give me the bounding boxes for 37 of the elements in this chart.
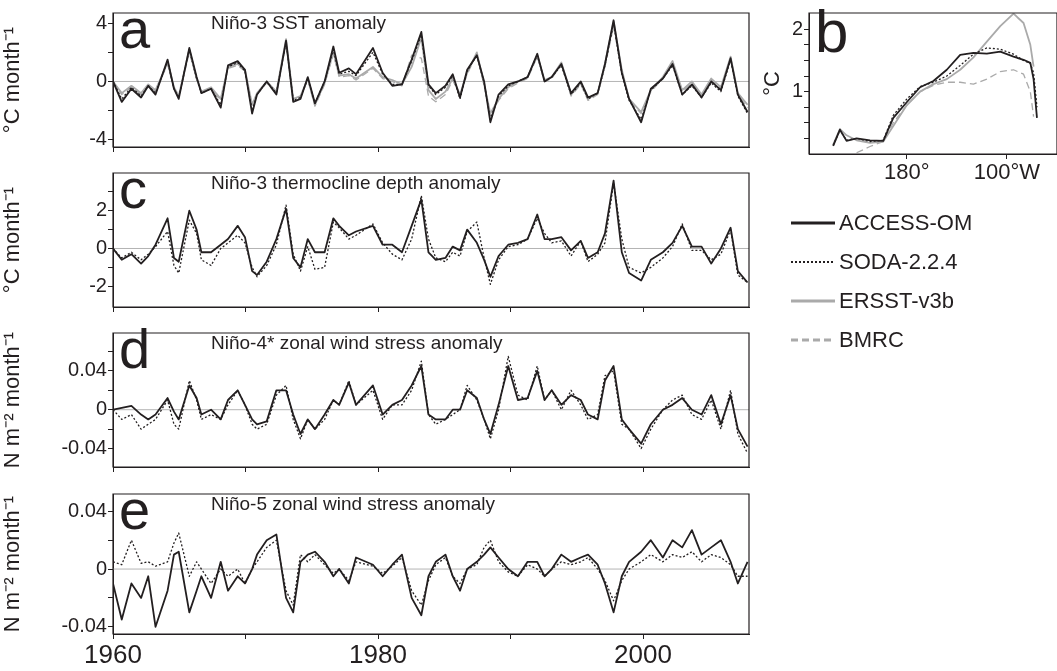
y-tick-label: 2 [95, 198, 107, 221]
y-tick-label: 4 [95, 10, 107, 33]
y-tick-label: 0.04 [68, 358, 107, 381]
y-tick-label: 1 [791, 79, 803, 102]
y-axis-title: °C month⁻¹ [0, 26, 25, 134]
annotation: d [119, 317, 151, 381]
y-tick-label: -2 [89, 273, 107, 296]
y-axis-title: N m⁻² month⁻¹ [0, 331, 25, 469]
x-tick-label: 100°W [973, 159, 1041, 185]
x-tick-label: 2000 [614, 638, 672, 669]
legend-label: BMRC [839, 326, 904, 353]
chart-title: Niño-4* zonal wind stress anomaly [211, 331, 503, 353]
y-axis-title: N m⁻² month⁻¹ [0, 495, 25, 633]
chart-title: Niño-3 SST anomaly [211, 11, 387, 33]
x-tick-label: 180° [883, 159, 930, 185]
y-tick-label: 0 [95, 68, 107, 91]
y-tick-label: 0 [95, 397, 107, 420]
legend-label: ERSST-v3b [839, 287, 954, 314]
annotation: c [119, 157, 147, 221]
y-tick-label: 0 [95, 556, 107, 579]
annotation: e [119, 478, 151, 542]
y-tick-label: -0.04 [61, 436, 107, 459]
legend-label: SODA-2.2.4 [839, 248, 958, 275]
chart-title: Niño-5 zonal wind stress anomaly [211, 492, 496, 514]
y-axis-title: °C month⁻¹ [0, 186, 25, 294]
annotation: b [815, 0, 849, 65]
x-tick-label: 1980 [349, 638, 407, 669]
y-tick-label: 0 [95, 236, 107, 259]
y-tick-label: -4 [89, 127, 107, 150]
x-tick-label: 1960 [84, 638, 142, 669]
annotation: a [119, 0, 151, 61]
chart-title: Niño-3 thermocline depth anomaly [211, 171, 501, 193]
y-tick-label: 2 [791, 16, 803, 39]
y-tick-label: -0.04 [61, 614, 107, 637]
legend-label: ACCESS-OM [839, 209, 973, 236]
y-tick-label: 0.04 [68, 498, 107, 521]
y-axis-title: °C [759, 71, 785, 96]
